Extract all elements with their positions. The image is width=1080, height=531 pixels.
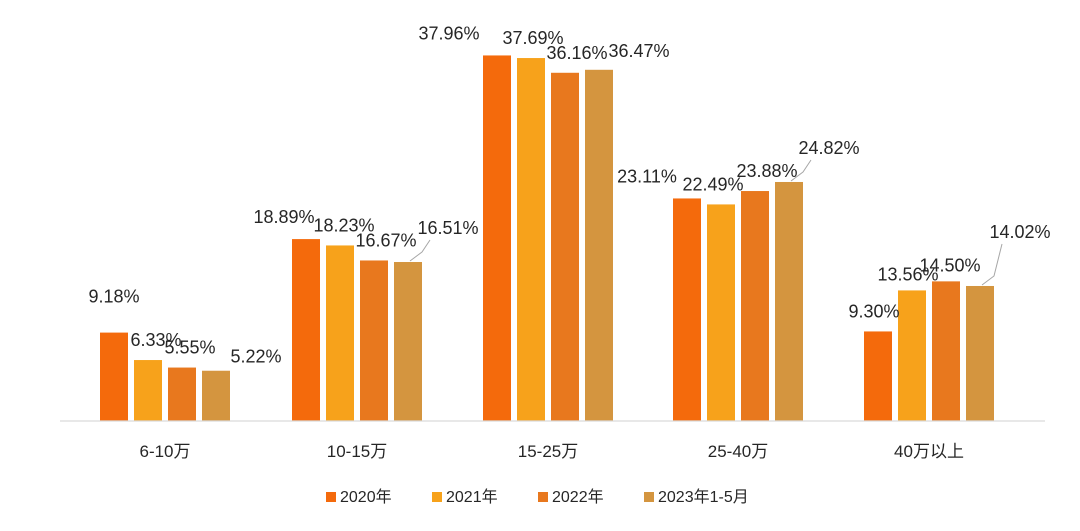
legend-label-0: 2020年: [340, 488, 392, 506]
legend-swatch-0: [326, 492, 336, 502]
data-label-2-1: 37.69%: [502, 28, 563, 48]
data-label-4-2: 14.50%: [919, 255, 980, 275]
bar-4-1: [898, 290, 926, 421]
legend-label-2: 2022年: [552, 488, 604, 506]
bar-2-0: [483, 55, 511, 422]
data-label-3-2: 23.88%: [736, 161, 797, 181]
category-label-4: 40万以上: [894, 442, 964, 461]
category-labels-group: 6-10万 10-15万 15-25万 25-40万 40万以上: [139, 442, 963, 461]
data-label-0-1: 6.33%: [130, 330, 181, 350]
data-label-2-0: 37.96%: [418, 23, 479, 43]
legend-swatch-3: [644, 492, 654, 502]
data-label-2-2: 36.16%: [546, 43, 607, 63]
data-labels-group: 9.18% 6.33%5.55% 5.22% 18.89%18.23%16.67%16…: [88, 23, 1050, 366]
legend-swatch-2: [538, 492, 548, 502]
data-label-1-1: 18.23%: [313, 215, 374, 235]
leader-line-1: [409, 239, 431, 262]
data-label-0-2: 5.55%: [164, 338, 215, 358]
bar-0-2: [168, 367, 196, 421]
legend-label-1: 2021年: [446, 488, 498, 506]
legend: 2020年 2021年 2022年 2023年1-5月: [326, 488, 749, 506]
data-label-0-3: 5.22%: [230, 347, 281, 367]
data-label-1-0: 18.89%: [253, 207, 314, 227]
bar-2-2: [551, 72, 579, 421]
category-label-2: 15-25万: [518, 442, 578, 461]
bar-0-3: [202, 370, 230, 421]
data-label-4-0: 9.30%: [848, 301, 899, 321]
bar-0-0: [100, 332, 128, 421]
category-label-0: 6-10万: [139, 442, 190, 461]
category-label-3: 25-40万: [708, 442, 768, 461]
bar-3-3: [775, 181, 803, 421]
data-label-1-2: 16.67%: [355, 230, 416, 250]
bar-1-3: [394, 262, 422, 421]
bar-1-0: [292, 239, 320, 421]
bar-4-2: [932, 281, 960, 421]
bar-3-0: [673, 198, 701, 421]
data-label-1-3: 16.51%: [417, 218, 478, 238]
bars-group: [100, 55, 994, 422]
data-label-3-1: 22.49%: [682, 174, 743, 194]
bar-0-1: [134, 360, 162, 421]
bar-1-1: [326, 245, 354, 421]
bar-4-3: [966, 285, 994, 421]
leader-line-3: [790, 159, 812, 182]
category-label-1: 10-15万: [327, 442, 387, 461]
bar-3-1: [707, 204, 735, 421]
leader-lines-group: [409, 159, 1003, 286]
data-label-4-1: 13.56%: [877, 264, 938, 284]
legend-label-3: 2023年1-5月: [658, 488, 749, 506]
legend-swatch-1: [432, 492, 442, 502]
data-label-4-3: 14.02%: [989, 222, 1050, 242]
bar-4-0: [864, 331, 892, 421]
data-label-3-0: 23.11%: [617, 166, 677, 186]
bar-1-2: [360, 260, 388, 421]
bar-3-2: [741, 191, 769, 421]
data-label-0-0: 9.18%: [88, 287, 139, 307]
data-label-2-3: 36.47%: [608, 41, 669, 61]
bar-2-1: [517, 58, 545, 422]
bar-2-3: [585, 69, 613, 422]
data-label-3-3: 24.82%: [798, 138, 859, 158]
leader-line-4: [981, 243, 1003, 286]
